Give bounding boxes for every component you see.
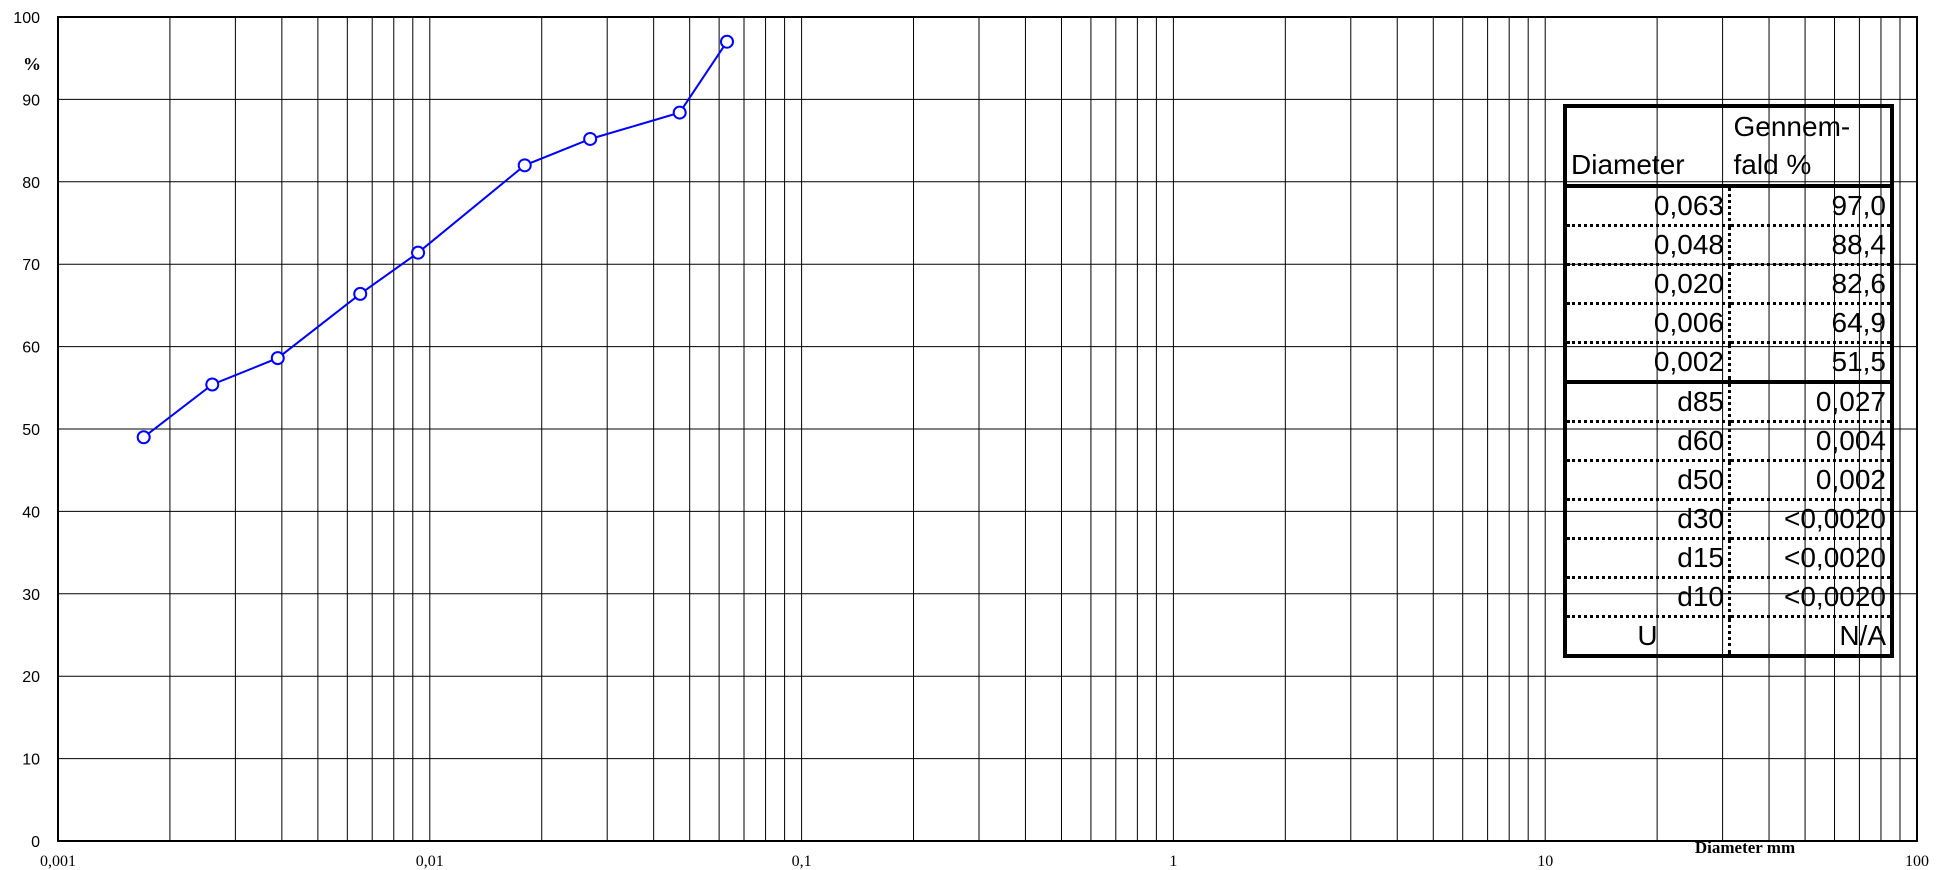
table-row: d60 0,004 — [1565, 421, 1892, 462]
y-tick-label: 60 — [22, 340, 40, 357]
x-tick-label: 0,1 — [792, 853, 812, 870]
table-row: 0,048 88,4 — [1565, 225, 1892, 266]
y-tick-label: 70 — [22, 257, 40, 274]
stat-value-cell: <0,0020 — [1729, 577, 1892, 618]
series-line — [143, 41, 728, 438]
stat-name-cell: d50 — [1565, 460, 1731, 501]
diameter-cell: 0,002 — [1565, 342, 1731, 384]
y-tick-label: 30 — [22, 587, 40, 604]
series-layer — [136, 34, 734, 445]
passing-table: Gennem- Diameter fald % 0,063 97,0 0,048 8… — [1563, 104, 1894, 658]
y-tick-label: 0 — [31, 834, 40, 851]
stat-name-cell: d60 — [1565, 421, 1731, 462]
table-row: d10 <0,0020 — [1565, 577, 1892, 618]
stat-value-cell: <0,0020 — [1729, 538, 1892, 579]
table-header-empty — [1565, 106, 1730, 146]
y-tick-label: 100 — [13, 10, 40, 27]
data-point — [719, 34, 734, 49]
x-tick-label: 1 — [1169, 853, 1177, 870]
data-point — [411, 245, 426, 260]
table-row: 0,063 97,0 — [1565, 186, 1892, 227]
y-tick-label: 90 — [22, 92, 40, 109]
table-row: 0,002 51,5 — [1565, 342, 1892, 384]
plot-frame — [57, 16, 1918, 842]
diameter-cell: 0,020 — [1565, 264, 1731, 305]
data-point — [136, 430, 151, 445]
table-header-row: Gennem- — [1565, 106, 1892, 146]
data-point — [353, 286, 368, 301]
diameter-cell: 0,048 — [1565, 225, 1731, 266]
x-axis-label: Diameter mm — [1695, 838, 1795, 857]
x-tick-label: 10 — [1537, 853, 1553, 870]
data-point — [672, 105, 687, 120]
table-header-col1: Diameter — [1565, 146, 1730, 188]
passing-cell: 51,5 — [1729, 342, 1892, 384]
stat-value-cell: N/A — [1839, 620, 1886, 651]
y-axis-label: % — [23, 54, 41, 74]
stat-name-cell: d85 — [1565, 382, 1731, 423]
table-row: 0,020 82,6 — [1565, 264, 1892, 305]
stat-name-cell: d15 — [1565, 538, 1731, 579]
table-row: 0,006 64,9 — [1565, 303, 1892, 344]
table-row: U N/A — [1565, 616, 1892, 656]
stat-value-cell: 0,004 — [1729, 421, 1892, 462]
table-header-col2-line1: Gennem- — [1733, 111, 1851, 142]
stat-value-cell: 0,027 — [1729, 382, 1892, 423]
diameter-cell: 0,063 — [1565, 186, 1731, 227]
y-tick-label: 40 — [22, 504, 40, 521]
data-point — [517, 158, 532, 173]
stat-value-cell: <0,0020 — [1729, 499, 1892, 540]
x-tick-label: 0,01 — [416, 853, 444, 870]
table-header-col2-line2: fald % — [1729, 146, 1892, 188]
y-tick-label: 20 — [22, 669, 40, 686]
table-row: d15 <0,0020 — [1565, 538, 1892, 579]
data-point — [205, 377, 220, 392]
table-row: d85 0,027 — [1565, 382, 1892, 423]
data-point — [583, 131, 598, 146]
diameter-cell: 0,006 — [1565, 303, 1731, 344]
passing-cell: 97,0 — [1729, 186, 1892, 227]
x-tick-label: 0,001 — [40, 853, 76, 870]
table-values: 0,063 97,0 0,048 88,4 0,020 82,6 0,006 64,9 … — [1565, 186, 1892, 384]
passing-cell: 88,4 — [1729, 225, 1892, 266]
table-header-row: Diameter fald % — [1565, 146, 1892, 188]
y-tick-label: 10 — [22, 752, 40, 769]
stat-name-cell: d30 — [1565, 499, 1731, 540]
stat-value-cell: 0,002 — [1729, 460, 1892, 501]
y-axis-ticks: 0 10 20 30 40 50 60 70 80 90 100 — [13, 10, 40, 851]
y-tick-label: 50 — [22, 422, 40, 439]
stat-name-cell: U — [1565, 616, 1731, 656]
x-tick-label: 100 — [1905, 853, 1929, 870]
passing-cell: 82,6 — [1729, 264, 1892, 305]
table-stats: d85 0,027 d60 0,004 d50 0,002 d30 <0,0020 d1… — [1565, 382, 1892, 656]
passing-cell: 64,9 — [1729, 303, 1892, 344]
x-axis-ticks: 0,001 0,01 0,1 1 10 100 — [40, 853, 1929, 870]
stat-name-cell: d10 — [1565, 577, 1731, 618]
y-tick-label: 80 — [22, 175, 40, 192]
table-row: d30 <0,0020 — [1565, 499, 1892, 540]
table-row: d50 0,002 — [1565, 460, 1892, 501]
data-point — [270, 351, 285, 366]
